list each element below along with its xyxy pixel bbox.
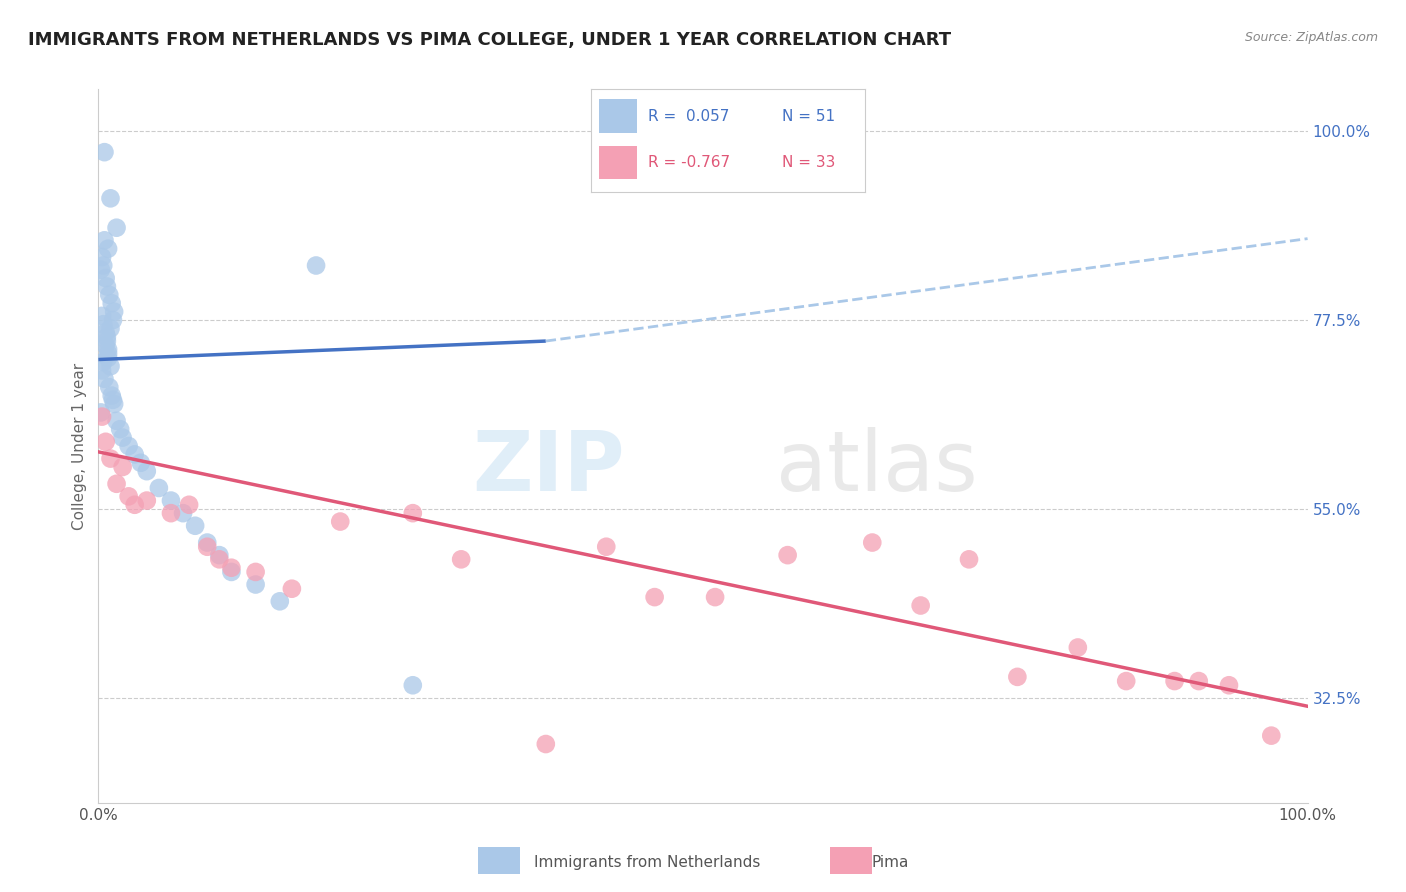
Point [118,439,141,453]
Point [103,304,125,318]
Point [96,334,118,348]
Point [108,422,131,436]
Text: Source: ZipAtlas.com: Source: ZipAtlas.com [1244,31,1378,45]
Point [172,506,194,520]
Point [1260,729,1282,743]
Point [90,262,112,277]
Point [195,535,218,549]
Point [100,389,122,403]
Point [245,577,267,591]
Text: N = 33: N = 33 [782,155,835,170]
Point [94,338,117,352]
Point [281,582,304,596]
Point [101,313,124,327]
Point [135,464,157,478]
Point [135,493,157,508]
Point [1218,678,1240,692]
Y-axis label: College, Under 1 year: College, Under 1 year [72,362,87,530]
Point [111,460,134,475]
Point [90,405,112,419]
Point [124,498,146,512]
Point [91,259,114,273]
Point [160,506,183,520]
Point [98,380,121,394]
Text: R =  0.057: R = 0.057 [648,109,730,124]
Point [111,431,134,445]
Point [100,359,122,374]
Point [402,506,425,520]
Point [221,560,243,574]
Point [160,493,183,508]
Point [91,309,114,323]
Point [118,489,141,503]
Point [105,220,128,235]
Point [98,288,121,302]
Point [91,363,114,377]
Point [93,372,115,386]
Text: ZIP: ZIP [472,427,624,508]
Point [91,318,114,332]
Point [910,599,932,613]
Point [305,259,328,273]
Point [1163,674,1185,689]
Point [100,191,122,205]
Point [129,456,152,470]
Point [776,548,799,562]
Bar [599,145,637,179]
Point [208,552,231,566]
Point [860,535,883,549]
Text: Pima: Pima [872,855,910,870]
Point [534,737,557,751]
Point [96,279,118,293]
Point [179,498,201,512]
Point [1115,674,1137,689]
Text: N = 51: N = 51 [782,109,835,124]
Bar [599,99,637,133]
Point [94,326,117,340]
Text: R = -0.767: R = -0.767 [648,155,730,170]
Point [208,548,231,562]
Point [148,481,170,495]
Point [103,397,125,411]
Point [100,321,122,335]
Point [97,343,120,357]
Point [195,540,218,554]
Point [1067,640,1090,655]
Text: IMMIGRANTS FROM NETHERLANDS VS PIMA COLLEGE, UNDER 1 YEAR CORRELATION CHART: IMMIGRANTS FROM NETHERLANDS VS PIMA COLL… [28,31,952,49]
Point [91,250,114,264]
Point [100,296,122,310]
Text: atlas: atlas [776,427,977,508]
Point [97,351,120,365]
Point [957,552,980,566]
Point [91,355,114,369]
Point [105,476,128,491]
Point [644,590,666,604]
Point [94,271,117,285]
Point [450,552,472,566]
Point [269,594,291,608]
Point [1007,670,1029,684]
Point [101,392,124,407]
Point [704,590,727,604]
Point [93,233,115,247]
Text: Immigrants from Netherlands: Immigrants from Netherlands [534,855,761,870]
Point [97,346,120,360]
Point [184,518,207,533]
Point [595,540,617,554]
Point [97,242,120,256]
Point [96,330,118,344]
Point [1188,674,1211,689]
Point [94,434,117,449]
Point [402,678,425,692]
Point [100,451,122,466]
Point [91,409,114,424]
Point [329,515,352,529]
Point [245,565,267,579]
Point [124,447,146,461]
Point [221,565,243,579]
Point [105,414,128,428]
Point [93,145,115,160]
